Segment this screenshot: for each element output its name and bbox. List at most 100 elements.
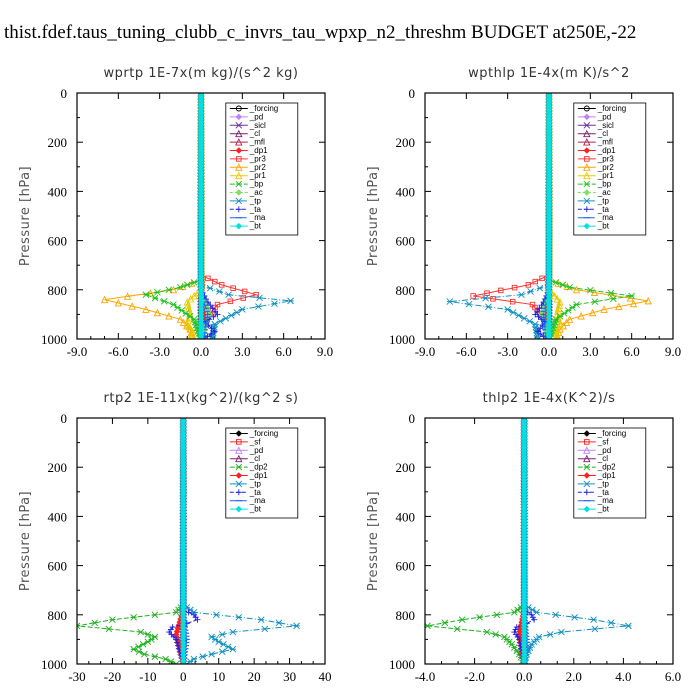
data-point — [165, 286, 173, 294]
panels: wprtp 1E-7x(m kg)/(s^2 kg) Pressure [hPa]… — [18, 66, 681, 684]
data-point — [559, 321, 567, 330]
data-point — [170, 301, 177, 308]
series-bt — [179, 418, 187, 664]
legend-label: _tp — [597, 196, 610, 205]
data-point — [520, 660, 528, 664]
data-point — [556, 313, 564, 320]
legend-marker — [583, 222, 591, 230]
legend-label: _forcing — [597, 104, 626, 113]
legend-marker — [583, 472, 591, 479]
y-tick-label: 1000 — [389, 657, 415, 672]
legend-marker — [583, 105, 590, 112]
y-tick-label: 0 — [61, 411, 68, 426]
x-tick-label: -6.0 — [108, 344, 129, 359]
legend-label: _pr1 — [249, 171, 267, 180]
panel-title: thlp2 1E-4x(K^2)/s — [483, 391, 616, 406]
x-tick-label: -3.0 — [497, 344, 518, 359]
legend-label: _ma — [597, 213, 614, 222]
legend-marker — [583, 446, 591, 454]
data-point — [271, 300, 278, 308]
data-point — [208, 325, 215, 332]
data-point — [142, 305, 150, 313]
y-tick-label: 400 — [48, 509, 68, 524]
legend-label: _pd — [597, 446, 611, 455]
y-tick-label: 600 — [48, 559, 68, 574]
data-point — [527, 288, 534, 295]
data-point — [183, 281, 191, 289]
data-point — [208, 650, 215, 658]
legend-box — [573, 427, 647, 519]
legend-label: _bp — [597, 180, 612, 189]
data-point — [546, 631, 554, 638]
data-point — [210, 313, 217, 320]
data-point — [509, 309, 517, 316]
data-point — [154, 288, 161, 296]
data-point — [609, 295, 617, 303]
data-point — [162, 655, 169, 663]
data-point — [190, 279, 198, 286]
legend-marker — [583, 189, 591, 196]
data-point — [229, 645, 237, 653]
legend-label: _mfl — [249, 138, 265, 147]
legend-label: _cl — [249, 129, 260, 138]
data-point — [534, 328, 541, 335]
data-point — [293, 622, 300, 630]
series-layer — [425, 418, 632, 664]
data-point — [160, 297, 168, 305]
data-point — [498, 287, 504, 294]
legend-label: _tp — [249, 196, 262, 205]
y-tick-label: 800 — [48, 283, 68, 298]
data-point — [513, 624, 520, 631]
legend-label: _pr1 — [597, 171, 615, 180]
data-point — [565, 315, 574, 323]
data-point — [515, 312, 523, 319]
data-point — [114, 298, 123, 307]
legend-marker — [583, 489, 590, 496]
data-point — [208, 331, 215, 338]
data-point — [441, 619, 449, 627]
data-point — [253, 291, 259, 298]
data-point — [257, 616, 265, 624]
data-point — [275, 619, 283, 627]
data-point — [493, 611, 501, 619]
x-tick-label: -2.0 — [464, 669, 485, 684]
legend-label: _sf — [597, 437, 609, 446]
legend-label: _cl — [597, 454, 608, 463]
data-point — [590, 616, 597, 624]
data-point — [222, 315, 230, 322]
data-point — [532, 311, 539, 318]
legend-marker — [235, 197, 243, 205]
data-point — [208, 633, 215, 641]
legend-marker — [235, 121, 243, 129]
data-point — [151, 294, 159, 302]
data-point — [206, 284, 214, 292]
data-point — [207, 302, 214, 309]
data-point — [211, 636, 219, 643]
legend-box — [225, 427, 299, 519]
data-point — [140, 650, 148, 658]
data-point — [216, 317, 224, 325]
legend-marker — [235, 430, 243, 437]
data-point — [573, 301, 580, 308]
x-tick-label: -20 — [104, 669, 121, 684]
data-point — [534, 335, 542, 339]
legend-marker — [235, 163, 243, 171]
data-point — [209, 305, 216, 312]
x-tick-label: -3.0 — [149, 344, 170, 359]
legend-marker — [235, 105, 242, 112]
data-point — [135, 648, 143, 656]
chart-panel-2: wpthlp 1E-4x(m K)/s^2 Pressure [hPa] -9.0 -… — [366, 66, 681, 359]
data-point — [109, 616, 116, 624]
data-point — [177, 284, 184, 291]
legend-marker — [235, 129, 243, 138]
data-point — [218, 648, 226, 656]
data-point — [174, 304, 181, 311]
legend: _forcing_pd_sicl_cl_mfl_dp1_pr3_pr2_pr1_… — [225, 102, 299, 236]
series-dp2 — [425, 418, 528, 664]
x-tick-label: 9.0 — [317, 344, 333, 359]
x-tick-label: 3.0 — [582, 344, 598, 359]
data-point — [225, 291, 232, 299]
data-point — [142, 291, 150, 299]
x-tick-label: 4.0 — [615, 669, 631, 684]
y-tick-label: 200 — [396, 135, 416, 150]
